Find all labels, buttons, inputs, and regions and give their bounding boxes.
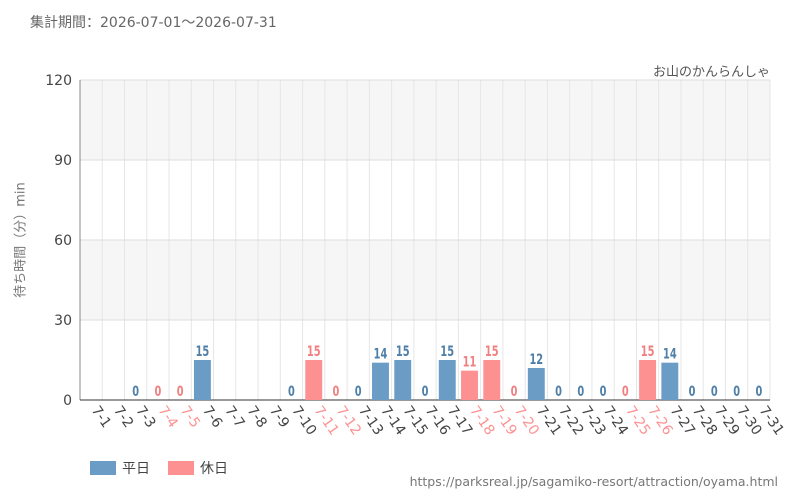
data-label: 0 (600, 383, 607, 400)
plot-band (80, 80, 770, 160)
data-label: 15 (440, 343, 454, 360)
x-tick-label: 7-5 (177, 403, 203, 431)
data-label: 11 (463, 353, 477, 370)
legend-swatch-weekday (90, 461, 116, 475)
bar (661, 362, 679, 400)
bar (438, 360, 456, 400)
x-tick-label: 7-8 (244, 403, 270, 431)
bar (193, 360, 211, 400)
data-label: 15 (396, 343, 410, 360)
attraction-name: お山のかんらんしゃ (652, 65, 770, 80)
bar (639, 360, 657, 400)
data-label: 0 (177, 383, 184, 400)
legend-item-holiday: 休日 (168, 458, 228, 478)
data-label: 0 (422, 383, 429, 400)
data-label: 0 (132, 383, 139, 400)
data-label: 15 (485, 343, 499, 360)
bar (527, 368, 545, 400)
data-label: 0 (555, 383, 562, 400)
data-label: 15 (307, 343, 321, 360)
data-label: 0 (577, 383, 584, 400)
data-label: 0 (733, 383, 740, 400)
data-label: 0 (288, 383, 295, 400)
legend-label-holiday: 休日 (200, 461, 228, 477)
x-tick-label: 7-3 (132, 403, 158, 431)
period-range: 2026-07-01～2026-07-31 (100, 15, 277, 31)
x-tick-label: 7-31 (756, 403, 787, 438)
data-label: 0 (689, 383, 696, 400)
legend-item-weekday: 平日 (90, 458, 150, 478)
x-tick-label: 7-7 (221, 403, 247, 431)
bar (305, 360, 323, 400)
bar (461, 370, 478, 400)
data-label: 0 (154, 383, 161, 400)
y-tick-label: 90 (54, 153, 72, 169)
data-label: 0 (511, 383, 518, 400)
legend: 平日 休日 (90, 458, 246, 478)
plot-band (80, 160, 770, 240)
data-label: 0 (333, 383, 340, 400)
x-tick-label: 7-9 (266, 403, 292, 431)
data-label: 15 (641, 343, 655, 360)
y-tick-label: 0 (63, 393, 72, 409)
x-tick-label: 7-2 (110, 403, 136, 431)
source-url: https://parksreal.jp/sagamiko-resort/att… (409, 474, 778, 489)
period-label: 集計期間：2026-07-01～2026-07-31 (30, 12, 277, 32)
x-tick-label: 7-4 (155, 403, 181, 431)
data-label: 15 (196, 343, 210, 360)
data-label: 12 (529, 351, 543, 368)
bar (372, 362, 389, 400)
y-tick-label: 30 (54, 313, 72, 329)
data-label: 14 (374, 345, 388, 362)
legend-swatch-holiday (168, 461, 194, 475)
y-tick-label: 120 (45, 73, 72, 89)
x-tick-label: 7-6 (199, 403, 225, 431)
y-tick-label: 60 (54, 233, 72, 249)
x-tick-label: 7-1 (88, 403, 114, 431)
period-prefix: 集計期間： (30, 15, 100, 31)
bar (483, 360, 501, 400)
data-label: 0 (355, 383, 362, 400)
plot-band (80, 240, 770, 320)
data-label: 0 (622, 383, 629, 400)
data-label: 14 (663, 345, 677, 362)
data-label: 0 (755, 383, 762, 400)
legend-label-weekday: 平日 (122, 461, 150, 477)
data-label: 0 (711, 383, 718, 400)
bar (394, 360, 412, 400)
